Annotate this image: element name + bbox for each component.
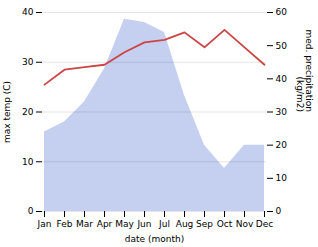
- svg-text:50: 50: [276, 41, 288, 51]
- svg-text:20: 20: [22, 107, 34, 117]
- svg-text:May: May: [115, 219, 134, 229]
- svg-text:30: 30: [22, 57, 34, 67]
- svg-text:Sep: Sep: [196, 219, 213, 229]
- svg-text:40: 40: [276, 74, 288, 84]
- svg-text:0: 0: [276, 206, 282, 216]
- svg-text:0: 0: [28, 206, 34, 216]
- svg-text:Nov: Nov: [236, 219, 254, 229]
- svg-text:Mar: Mar: [76, 219, 93, 229]
- svg-text:Apr: Apr: [97, 219, 113, 229]
- svg-text:Dec: Dec: [256, 219, 273, 229]
- svg-text:Jun: Jun: [136, 219, 151, 229]
- svg-text:Jan: Jan: [37, 219, 52, 229]
- svg-text:40: 40: [22, 7, 34, 17]
- svg-text:20: 20: [276, 140, 288, 150]
- svg-text:Feb: Feb: [57, 219, 73, 229]
- svg-text:10: 10: [276, 173, 288, 183]
- svg-text:max temp (C): max temp (C): [2, 81, 12, 143]
- svg-text:30: 30: [276, 107, 288, 117]
- svg-text:Oct: Oct: [217, 219, 233, 229]
- svg-text:Jul: Jul: [158, 219, 170, 229]
- svg-text:med. precipitation(kg/m2): med. precipitation(kg/m2): [295, 30, 314, 112]
- svg-text:60: 60: [276, 7, 288, 17]
- svg-text:10: 10: [22, 157, 34, 167]
- svg-text:Aug: Aug: [176, 219, 194, 229]
- svg-text:date (month): date (month): [125, 234, 184, 244]
